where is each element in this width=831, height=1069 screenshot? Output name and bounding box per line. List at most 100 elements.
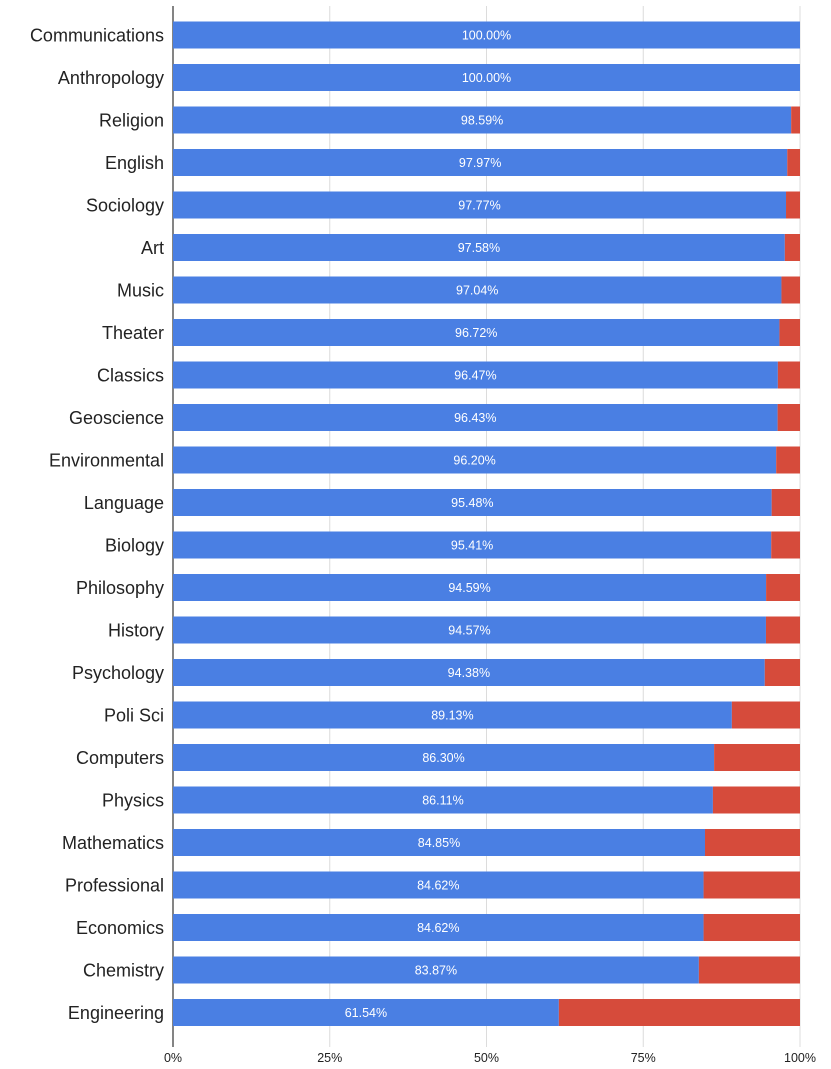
bar-segment-secondary [777, 361, 800, 389]
bar-segment-primary [173, 446, 777, 474]
bar-segment-primary [173, 276, 782, 304]
bar-segment-primary [173, 64, 800, 91]
bar-segment-primary [173, 319, 780, 346]
bar-segment-secondary [779, 319, 800, 346]
bar-segment-secondary [764, 659, 800, 686]
data-label: 95.41% [451, 539, 493, 553]
category-label: Sociology [86, 196, 164, 216]
data-label: 84.62% [417, 879, 459, 893]
bar-segment-primary [173, 106, 792, 134]
bar-segment-primary [173, 786, 713, 814]
bar-segment-primary [173, 659, 765, 686]
bar-segment-secondary [698, 956, 800, 984]
category-label: Psychology [72, 663, 164, 683]
bar-segment-secondary [766, 574, 800, 601]
bar-segment-primary [173, 361, 778, 389]
bars: 100.00% 100.00% 98.59% 97.97% 97.77% 97.58% 97… [173, 21, 800, 1026]
category-label: Engineering [68, 1003, 164, 1023]
bar-segment-primary [173, 956, 699, 984]
x-tick-label: 100% [784, 1051, 816, 1065]
data-label: 94.59% [448, 581, 490, 595]
category-label: English [105, 153, 164, 173]
bar-segment-secondary [714, 744, 800, 771]
data-label: 100.00% [462, 71, 511, 85]
bar-segment-secondary [712, 786, 800, 814]
data-label: 89.13% [431, 709, 473, 723]
bar-segment-primary [173, 999, 559, 1026]
bar-segment-primary [173, 234, 785, 261]
category-label: Poli Sci [104, 706, 164, 726]
data-label: 97.04% [456, 284, 498, 298]
category-label: Religion [99, 111, 164, 131]
category-label: Chemistry [83, 961, 164, 981]
data-label: 84.62% [417, 921, 459, 935]
data-label: 61.54% [345, 1006, 387, 1020]
bar-segment-secondary [558, 999, 800, 1026]
category-label: Economics [76, 918, 164, 938]
category-label: Mathematics [62, 833, 164, 853]
x-tick-label: 50% [474, 1051, 499, 1065]
category-label: History [108, 621, 164, 641]
bar-segment-secondary [703, 914, 800, 941]
data-label: 95.48% [451, 496, 493, 510]
bar-segment-primary [173, 701, 732, 729]
bar-segment-secondary [776, 446, 800, 474]
bar-segment-secondary [703, 871, 800, 899]
data-label: 94.57% [448, 624, 490, 638]
x-tick-label: 0% [164, 1051, 182, 1065]
bar-segment-primary [173, 191, 787, 219]
data-label: 98.59% [461, 114, 503, 128]
bar-segment-primary [173, 531, 772, 559]
category-label: Computers [76, 748, 164, 768]
bar-segment-primary [173, 829, 706, 856]
category-label: Geoscience [69, 408, 164, 428]
bar-segment-primary [173, 404, 778, 431]
data-label: 96.47% [454, 369, 496, 383]
bar-segment-primary [173, 616, 766, 644]
category-label: Communications [30, 26, 164, 46]
bar-segment-secondary [771, 531, 800, 559]
bar-segment-secondary [784, 234, 800, 261]
category-label: Professional [65, 876, 164, 896]
bar-segment-primary [173, 574, 767, 601]
category-label: Art [141, 238, 164, 258]
category-label: Anthropology [58, 68, 164, 88]
data-label: 94.38% [448, 666, 490, 680]
category-label: Philosophy [76, 578, 164, 598]
bar-segment-secondary [787, 149, 800, 176]
data-label: 97.77% [458, 199, 500, 213]
bar-segment-primary [173, 489, 772, 516]
category-label: Language [84, 493, 164, 513]
bar-segment-primary [173, 149, 788, 176]
category-label: Classics [97, 366, 164, 386]
x-axis-ticks: 0% 25% 50% 75% 100% [164, 1051, 816, 1065]
bar-segment-primary [173, 871, 704, 899]
bar-segment-secondary [765, 616, 800, 644]
x-tick-label: 75% [631, 1051, 656, 1065]
bar-segment-primary [173, 914, 704, 941]
bar-segment-secondary [705, 829, 800, 856]
bar-segment-secondary [771, 489, 800, 516]
data-label: 86.30% [422, 751, 464, 765]
data-label: 96.20% [453, 454, 495, 468]
category-label: Physics [102, 791, 164, 811]
data-label: 84.85% [418, 836, 460, 850]
data-label: 86.11% [422, 794, 463, 808]
data-label: 97.97% [459, 156, 501, 170]
category-label: Environmental [49, 451, 164, 471]
data-label: 97.58% [458, 241, 500, 255]
data-label: 96.43% [454, 411, 496, 425]
category-label: Theater [102, 323, 164, 343]
x-tick-label: 25% [317, 1051, 342, 1065]
category-label: Biology [105, 536, 164, 556]
bar-segment-secondary [786, 191, 800, 219]
bar-segment-secondary [731, 701, 800, 729]
bar-segment-primary [173, 21, 800, 49]
data-label: 100.00% [462, 29, 511, 43]
data-label: 96.72% [455, 326, 497, 340]
bar-segment-secondary [781, 276, 800, 304]
bar-segment-secondary [791, 106, 800, 134]
data-label: 83.87% [415, 964, 457, 978]
category-label: Music [117, 281, 164, 301]
